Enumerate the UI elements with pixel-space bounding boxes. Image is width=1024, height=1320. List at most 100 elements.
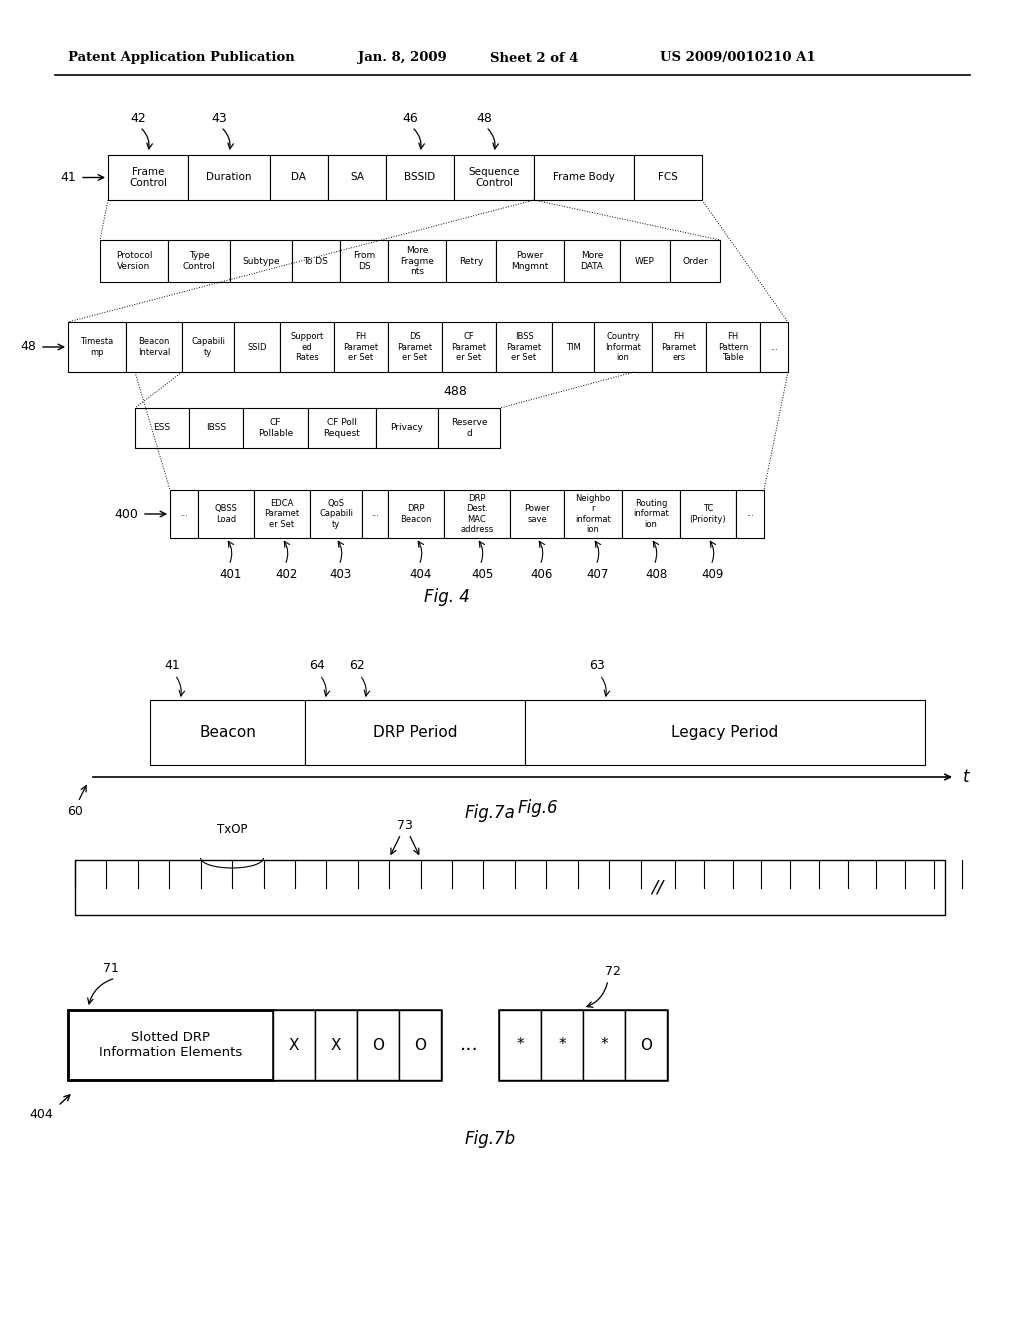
Text: O: O [372,1038,384,1052]
Text: CF
Paramet
er Set: CF Paramet er Set [452,333,486,362]
Text: DS
Paramet
er Set: DS Paramet er Set [397,333,432,362]
Text: 400: 400 [114,507,138,520]
Text: *: * [558,1038,566,1052]
Text: //: // [651,879,664,896]
Text: Fig.7a: Fig.7a [465,804,515,822]
Text: Support
ed
Rates: Support ed Rates [291,333,324,362]
Bar [496,322,552,372]
Text: To DS: To DS [303,256,329,265]
Bar [594,322,652,372]
Bar [340,240,388,282]
Text: ESS: ESS [154,424,171,433]
Bar [706,322,760,372]
Bar [399,1010,441,1080]
Text: 43: 43 [211,112,227,125]
Text: Beacon: Beacon [199,725,256,741]
Bar [68,1010,441,1080]
Bar [328,154,386,201]
Bar [126,322,182,372]
Bar [736,490,764,539]
Bar [510,490,564,539]
Bar [583,1010,625,1080]
Text: Beacon
Interval: Beacon Interval [138,338,170,356]
Bar [652,322,706,372]
Bar [75,861,945,915]
Bar [188,154,270,201]
Text: 41: 41 [60,172,76,183]
Bar [230,240,292,282]
Bar [68,1010,273,1080]
Bar [308,408,376,447]
Text: Power
Mngmnt: Power Mngmnt [511,251,549,271]
Bar [496,240,564,282]
Bar [170,490,198,539]
Bar [198,490,254,539]
Text: Timesta
mp: Timesta mp [80,338,114,356]
Text: More
DATA: More DATA [581,251,603,271]
Text: Order: Order [682,256,708,265]
Text: From
DS: From DS [353,251,375,271]
Text: *: * [600,1038,608,1052]
Bar [442,322,496,372]
Bar [680,490,736,539]
Text: 406: 406 [530,568,553,581]
Text: Power
save: Power save [524,504,550,524]
Bar [108,154,188,201]
Text: Neighbo
r
informat
ion: Neighbo r informat ion [575,494,611,535]
Text: CF Poll
Request: CF Poll Request [324,418,360,438]
Text: SSID: SSID [247,342,266,351]
Bar [564,490,622,539]
Text: Fig.7b: Fig.7b [465,1130,515,1148]
Text: WEP: WEP [635,256,655,265]
Text: O: O [640,1038,652,1052]
Bar [310,490,362,539]
Text: Routing
informat
ion: Routing informat ion [633,499,669,529]
Text: Sheet 2 of 4: Sheet 2 of 4 [490,51,579,65]
Bar [68,322,126,372]
Text: *: * [516,1038,524,1052]
Text: More
Fragme
nts: More Fragme nts [400,246,434,276]
Bar [270,154,328,201]
Bar [273,1010,315,1080]
Text: 62: 62 [349,659,365,672]
Bar [446,240,496,282]
Bar [189,408,243,447]
Bar [622,490,680,539]
Text: Type
Control: Type Control [182,251,215,271]
Text: FCS: FCS [658,173,678,182]
Text: 60: 60 [67,805,83,818]
Text: DRP Period: DRP Period [373,725,458,741]
Text: Legacy Period: Legacy Period [672,725,778,741]
Text: ...: ... [180,510,188,519]
Text: Jan. 8, 2009: Jan. 8, 2009 [358,51,446,65]
Text: 72: 72 [605,965,621,978]
Text: DRP
Beacon: DRP Beacon [400,504,432,524]
Text: TC
(Priority): TC (Priority) [690,504,726,524]
Text: EDCA
Paramet
er Set: EDCA Paramet er Set [264,499,300,529]
Text: FH
Pattern
Table: FH Pattern Table [718,333,749,362]
Bar [292,240,340,282]
Text: ...: ... [746,510,754,519]
Text: ...: ... [460,1035,478,1055]
Bar [100,240,168,282]
Text: 488: 488 [443,385,467,399]
Text: DA: DA [292,173,306,182]
Text: BSSID: BSSID [404,173,435,182]
Text: 46: 46 [402,112,418,125]
Text: ...: ... [371,510,379,519]
Bar [541,1010,583,1080]
Text: O: O [414,1038,426,1052]
Text: Fig. 4: Fig. 4 [424,587,469,606]
Text: 405: 405 [471,568,494,581]
Bar [534,154,634,201]
Text: DRP
Dest.
MAC
address: DRP Dest. MAC address [461,494,494,535]
Bar [760,322,788,372]
Text: 401: 401 [220,568,243,581]
Text: ...: ... [770,342,778,351]
Bar [280,322,334,372]
Text: 403: 403 [330,568,352,581]
Text: Capabili
ty: Capabili ty [191,338,225,356]
Text: FH
Paramet
ers: FH Paramet ers [662,333,696,362]
Text: IBSS
Paramet
er Set: IBSS Paramet er Set [507,333,542,362]
Text: QBSS
Load: QBSS Load [215,504,238,524]
